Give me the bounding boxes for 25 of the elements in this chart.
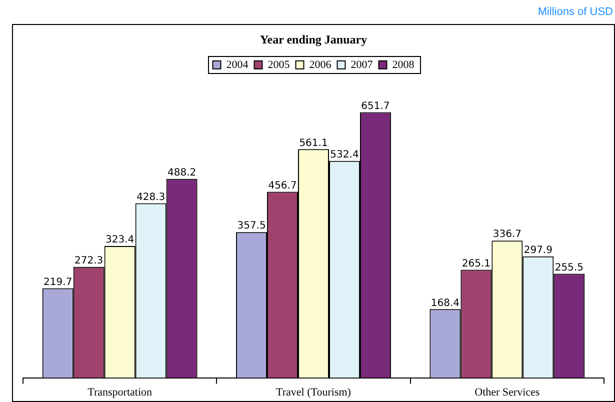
data-label: 219.7	[44, 276, 72, 288]
data-label: 323.4	[106, 234, 134, 246]
data-label: 336.7	[492, 229, 522, 240]
data-label: 532.4	[330, 149, 359, 160]
x-tick-label: Travel (Tourism)	[276, 386, 352, 398]
legend-label: 2008	[392, 58, 415, 71]
data-label: 428.3	[136, 192, 166, 203]
x-tick-label: Other Services	[474, 386, 540, 398]
data-label: 255.5	[554, 262, 584, 274]
data-label: 456.7	[268, 180, 297, 192]
legend-label: 2004	[226, 58, 249, 71]
text: Millions of USD	[538, 6, 613, 18]
data-label: 272.3	[74, 255, 104, 266]
data-label: 265.1	[462, 258, 490, 270]
legend-label: 2007	[350, 58, 374, 71]
legend-label: 2005	[268, 58, 290, 71]
data-label: 561.1	[299, 138, 328, 149]
data-label: 168.4	[430, 298, 460, 309]
data-label: 297.9	[524, 245, 552, 256]
legend-label: 2006	[309, 58, 332, 71]
chart-title: Year ending January	[260, 32, 368, 46]
data-label: 357.5	[237, 220, 266, 232]
data-label: 651.7	[361, 100, 390, 112]
x-tick-label: Transportation	[88, 386, 153, 398]
data-label: 488.2	[167, 167, 196, 178]
